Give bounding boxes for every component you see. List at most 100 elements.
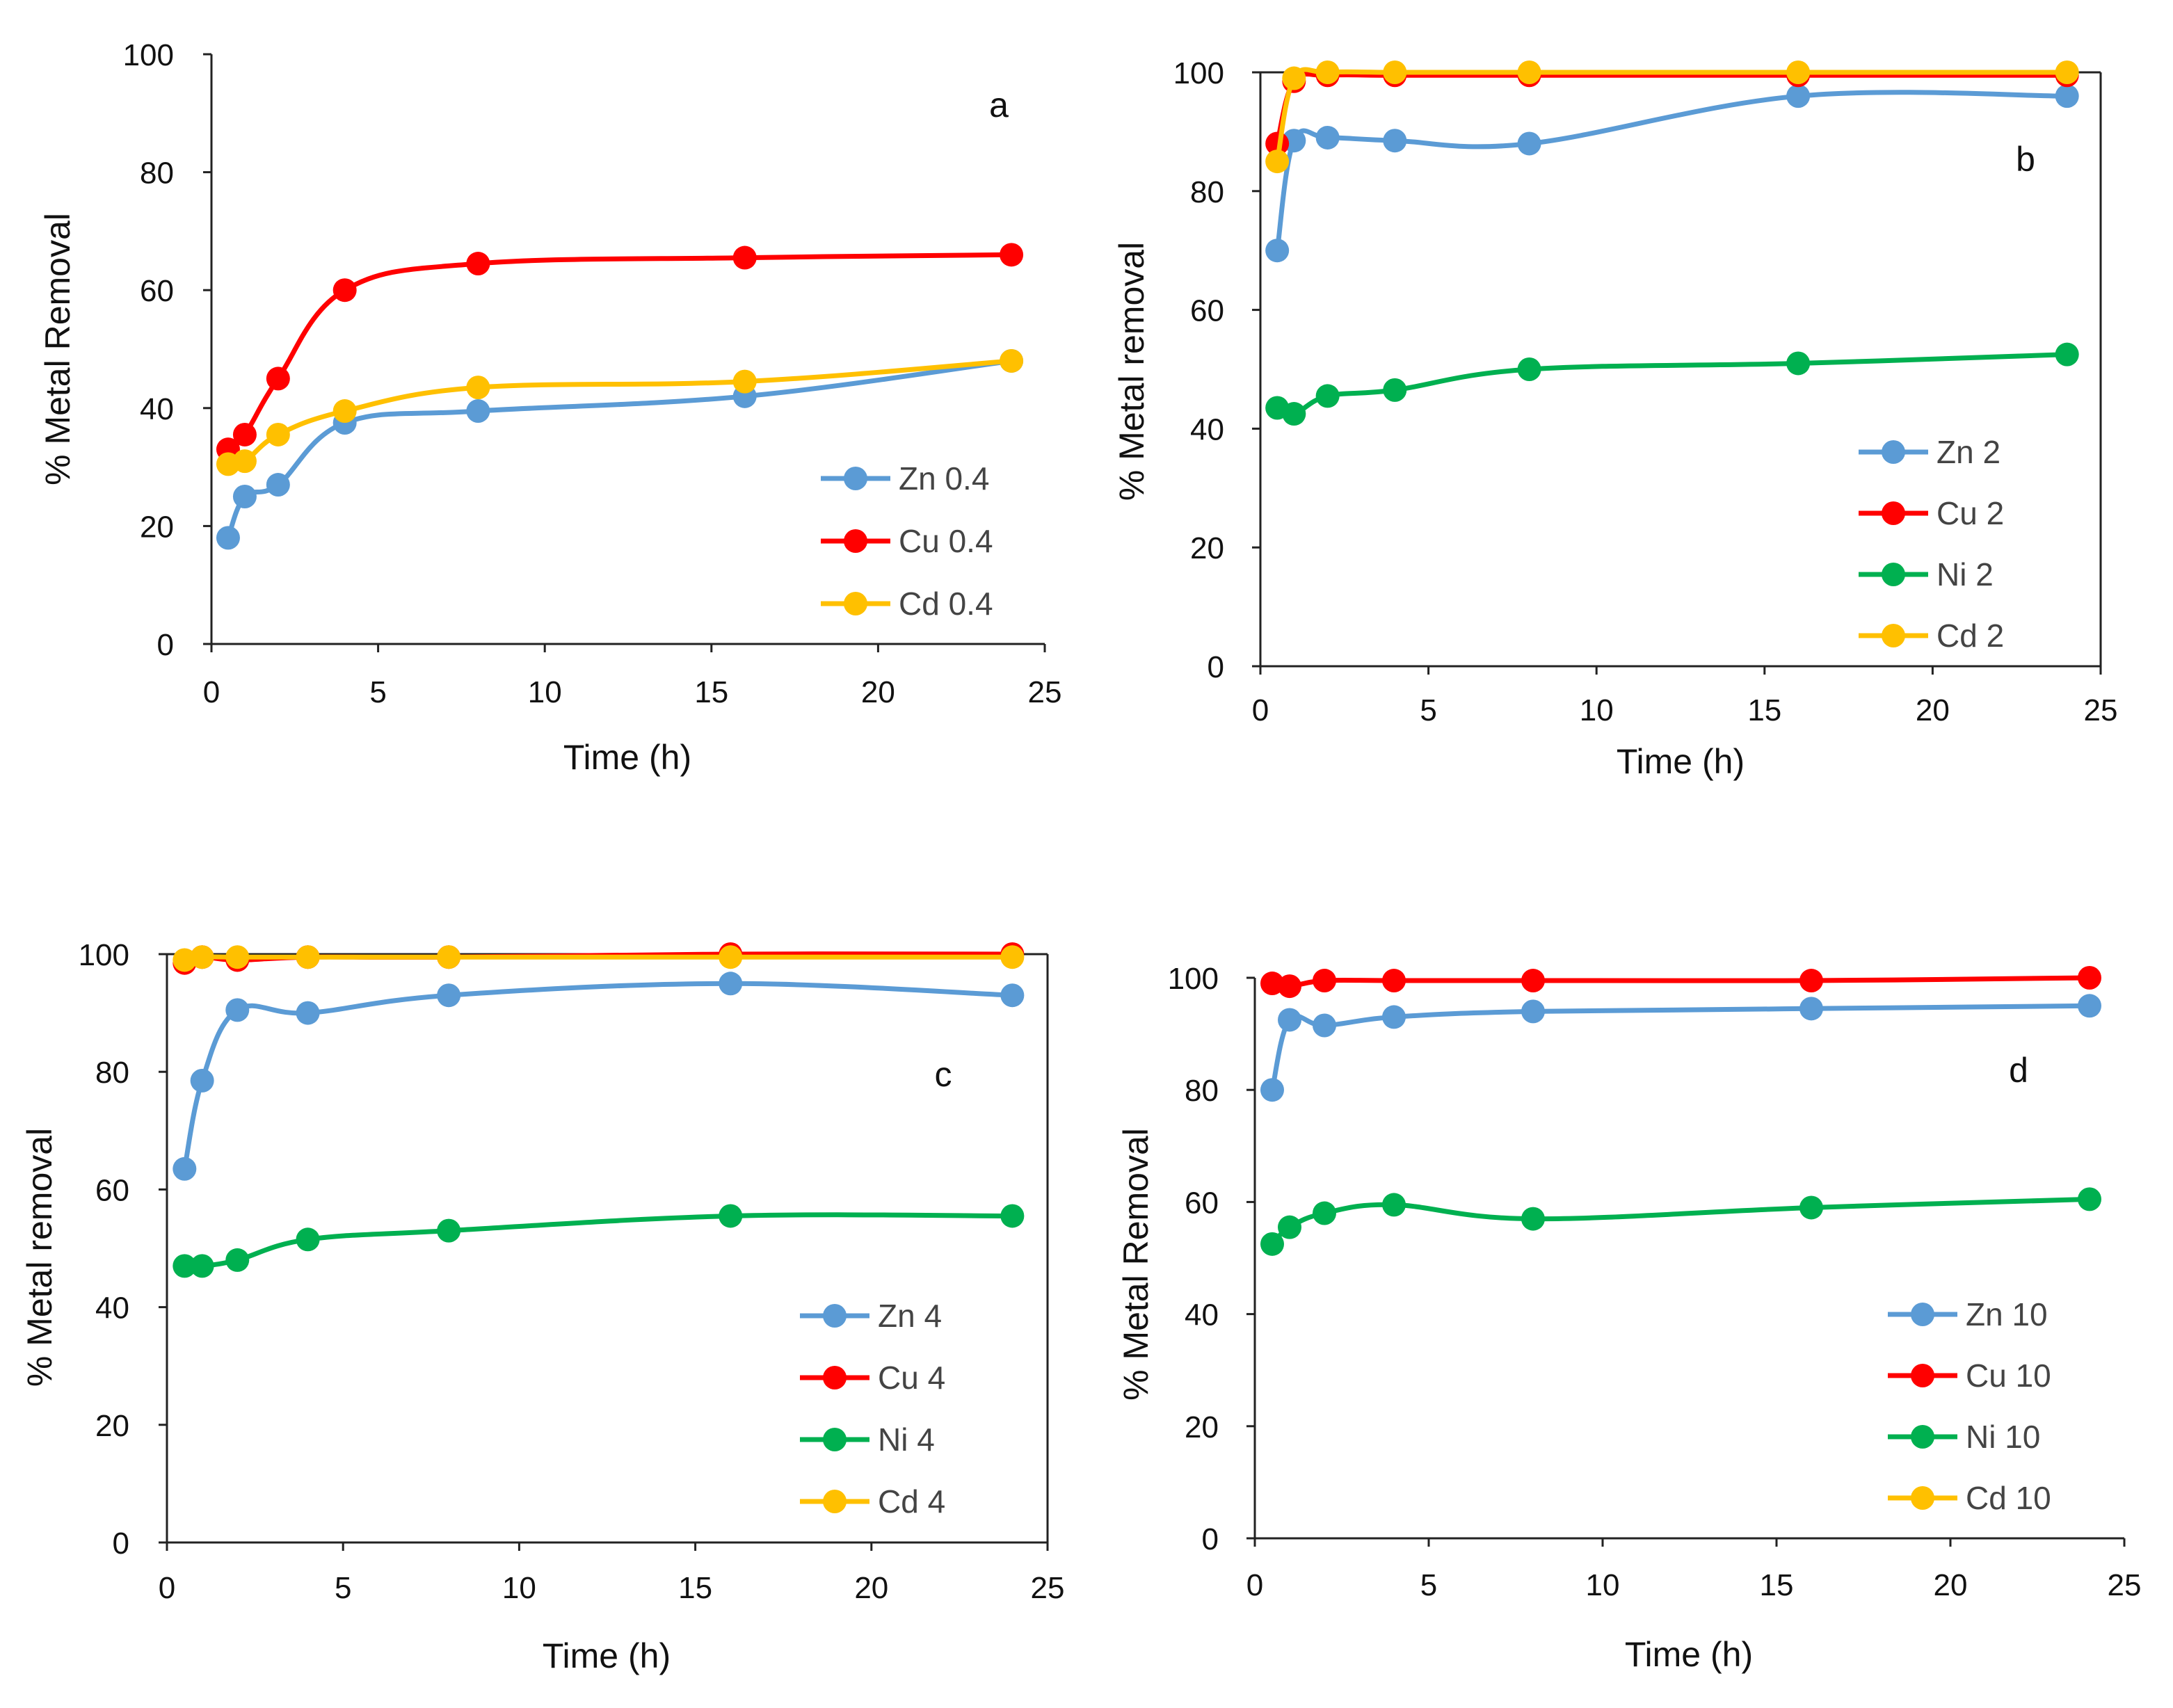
- y-tick-label: 60: [1190, 294, 1224, 328]
- data-point: [266, 422, 290, 446]
- legend-marker: [844, 529, 867, 553]
- legend-entry: Cd 0.4: [821, 586, 993, 622]
- series-cd-2: [1265, 61, 2079, 174]
- data-point: [190, 945, 214, 969]
- chart-b-svg: 0 20 40 60 80 100 0 5 10 15 20 25 Time (h) % Metal re…: [1112, 56, 2117, 781]
- legend-label: Zn 0.4: [899, 460, 989, 497]
- data-point: [190, 1254, 214, 1278]
- data-point: [1265, 239, 1290, 263]
- data-point: [296, 1001, 320, 1025]
- data-point: [1282, 66, 1306, 90]
- data-point: [296, 1227, 320, 1252]
- data-point: [1313, 1013, 1336, 1038]
- legend-label: Ni 4: [878, 1421, 935, 1458]
- series-line: [182, 981, 1015, 1172]
- legend-label: Cu 4: [878, 1360, 945, 1396]
- data-point: [1799, 1195, 1823, 1220]
- y-tick-label: 80: [1185, 1074, 1219, 1108]
- legend-entry: Ni 4: [800, 1421, 935, 1458]
- legend-label: Cu 10: [1966, 1357, 2051, 1394]
- data-point: [437, 983, 461, 1008]
- series-ni-10: [1260, 1187, 2101, 1256]
- x-tick-label: 10: [1586, 1568, 1620, 1602]
- legend-marker: [1882, 563, 1905, 586]
- legend-marker: [1911, 1303, 1934, 1326]
- data-point: [1521, 969, 1545, 993]
- legend-entry: Zn 0.4: [821, 460, 989, 497]
- data-point: [266, 366, 290, 391]
- data-point: [1786, 61, 1811, 84]
- y-axis-title: % Metal removal: [20, 1128, 59, 1387]
- legend-marker: [823, 1490, 847, 1513]
- data-point: [437, 1218, 461, 1243]
- legend-label: Cd 10: [1966, 1480, 2051, 1516]
- data-point: [719, 945, 743, 969]
- data-point: [1315, 384, 1340, 408]
- data-point: [1786, 84, 1811, 108]
- x-tick-label: 5: [1420, 1568, 1437, 1602]
- legend-entry: Cu 0.4: [821, 523, 993, 559]
- y-tick-label: 60: [140, 274, 174, 308]
- data-point: [232, 449, 257, 474]
- chart-d-svg: 0 20 40 60 80 100 0 5 10 15 20 25 Time (h) % Metal Re…: [1116, 962, 2142, 1674]
- x-tick-label: 10: [502, 1571, 536, 1605]
- data-point: [1000, 945, 1025, 969]
- y-tick-label: 100: [79, 938, 129, 972]
- y-tick-label: 0: [1202, 1522, 1219, 1556]
- y-tick-label: 20: [1185, 1410, 1219, 1444]
- data-point: [266, 473, 290, 497]
- data-point: [2078, 1187, 2101, 1211]
- legend-marker: [1911, 1486, 1934, 1510]
- data-point: [1278, 974, 1301, 999]
- legend-entry: Ni 10: [1888, 1419, 2040, 1455]
- legend-marker: [844, 592, 867, 615]
- x-tick-label: 20: [854, 1571, 888, 1605]
- data-point: [1260, 1078, 1284, 1102]
- legend-label: Cu 2: [1937, 495, 2004, 531]
- legend-entry: Zn 10: [1888, 1296, 2048, 1332]
- y-tick-label: 20: [95, 1409, 129, 1443]
- x-tick-label: 5: [1420, 693, 1436, 727]
- legend-label: Ni 2: [1937, 556, 1994, 593]
- legend-marker: [1911, 1364, 1934, 1387]
- y-tick-label: 80: [95, 1056, 129, 1090]
- data-point: [2055, 84, 2079, 108]
- x-tick-label: 25: [1031, 1571, 1065, 1605]
- x-axis-title: Time (h): [563, 738, 691, 777]
- data-point: [466, 399, 490, 424]
- legend-marker: [844, 467, 867, 490]
- y-tick-label: 80: [1190, 175, 1224, 209]
- y-tick-label: 60: [95, 1173, 129, 1207]
- x-axis-title: Time (h): [1625, 1635, 1753, 1674]
- data-point: [1383, 61, 1407, 84]
- data-point: [466, 376, 490, 400]
- y-axis-title: % Metal removal: [1112, 242, 1151, 501]
- y-tick-label: 40: [140, 392, 174, 426]
- data-point: [1799, 969, 1823, 993]
- series-line: [225, 358, 1014, 467]
- data-point: [1517, 131, 1541, 156]
- data-point: [1313, 1201, 1336, 1225]
- data-point: [1521, 1207, 1545, 1231]
- data-point: [232, 485, 257, 508]
- x-tick-label: 25: [2108, 1568, 2142, 1602]
- x-tick-label: 0: [1246, 1568, 1263, 1602]
- data-point: [1278, 1008, 1301, 1032]
- series-line: [182, 1212, 1015, 1269]
- legend-label: Cu 0.4: [899, 523, 993, 559]
- x-tick-label: 20: [1934, 1568, 1968, 1602]
- data-point: [466, 252, 490, 276]
- data-point: [2055, 342, 2079, 366]
- x-tick-label: 25: [1028, 675, 1062, 709]
- x-tick-label: 15: [1747, 693, 1781, 727]
- y-tick-label: 60: [1185, 1186, 1219, 1220]
- legend-label: Cd 4: [878, 1483, 945, 1520]
- legend-label: Cd 0.4: [899, 586, 993, 622]
- y-tick-label: 40: [1185, 1298, 1219, 1332]
- y-tick-label: 100: [1168, 962, 1219, 996]
- x-tick-label: 20: [1916, 693, 1950, 727]
- data-point: [1000, 243, 1024, 267]
- panel-letter: d: [2009, 1051, 2028, 1090]
- x-tick-label: 15: [678, 1571, 712, 1605]
- data-point: [1382, 1005, 1406, 1029]
